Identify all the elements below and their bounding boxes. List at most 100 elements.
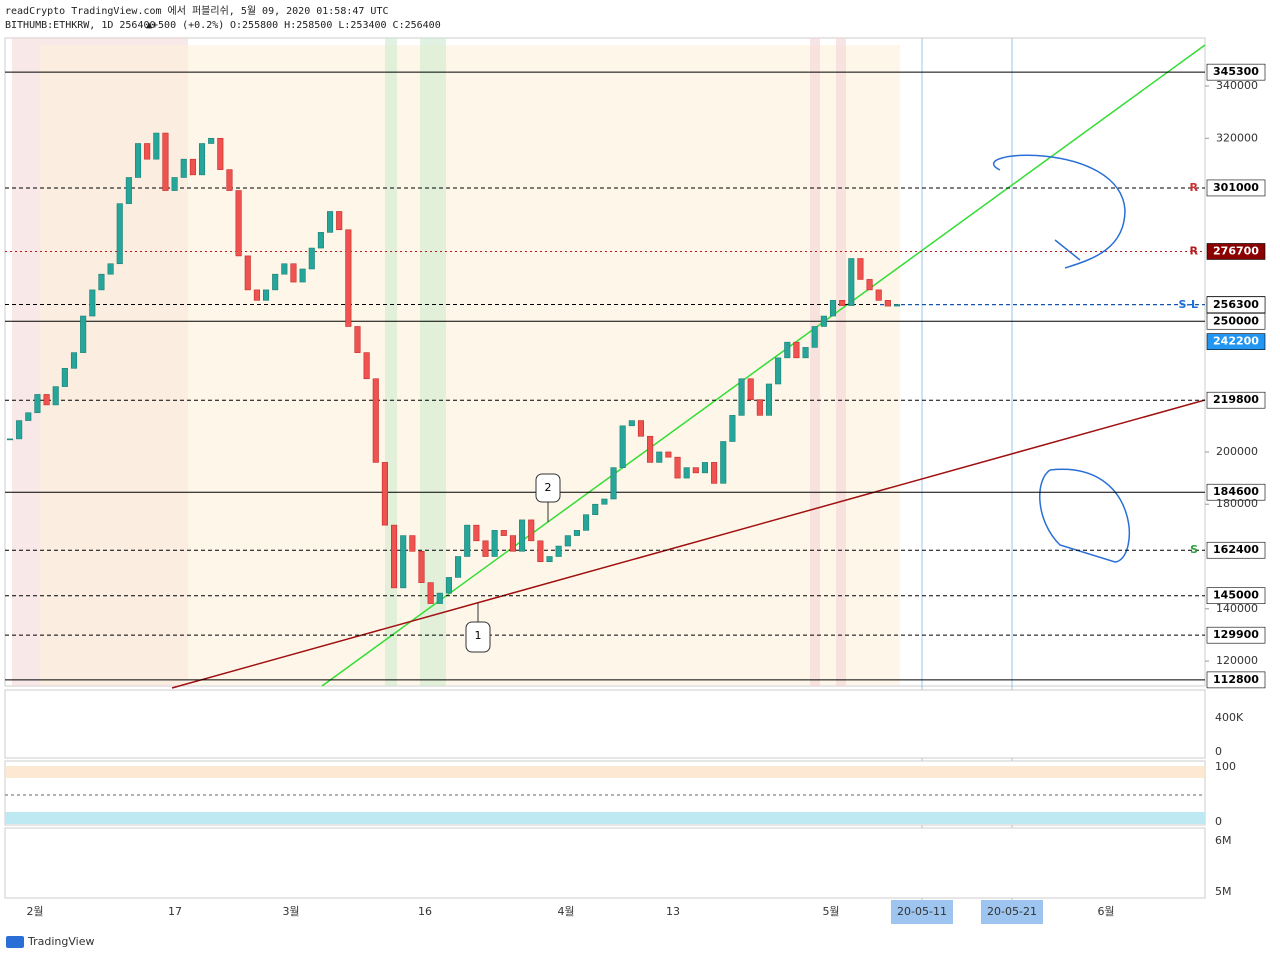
candle <box>418 550 425 583</box>
axis-label: 100 <box>1215 760 1236 773</box>
candle <box>473 524 480 542</box>
trend-line <box>321 44 1206 687</box>
candle <box>80 315 87 353</box>
candle <box>272 273 279 291</box>
candle <box>153 132 160 160</box>
candle <box>144 143 151 160</box>
candle <box>500 530 507 536</box>
price-badge-label: 256300 <box>1213 298 1259 311</box>
price-badge-label: 250000 <box>1213 314 1259 327</box>
candle <box>573 530 580 536</box>
candle <box>281 263 288 275</box>
candle <box>226 169 233 191</box>
candle <box>519 519 526 552</box>
price-badge <box>1206 541 1266 559</box>
candle <box>857 258 864 280</box>
candle <box>253 289 260 301</box>
candle <box>354 326 361 353</box>
candle <box>235 190 242 257</box>
candle <box>601 498 608 505</box>
candle <box>683 467 690 479</box>
price-badge <box>1206 483 1266 501</box>
candle <box>637 420 645 437</box>
candle <box>134 143 142 178</box>
candle <box>43 394 50 406</box>
candle <box>89 289 96 317</box>
candle <box>875 289 882 301</box>
candle <box>793 341 800 359</box>
candle <box>198 143 206 176</box>
candle <box>391 524 398 589</box>
candle <box>839 300 846 306</box>
candle <box>217 137 224 170</box>
candle <box>445 577 452 594</box>
price-badge-label: 162400 <box>1213 543 1259 556</box>
candle <box>427 582 434 604</box>
candle <box>491 530 498 557</box>
candle <box>592 503 599 515</box>
candle <box>509 535 516 552</box>
candle <box>656 451 663 463</box>
candle <box>802 347 809 359</box>
candle <box>345 229 352 327</box>
trend-line <box>171 399 1206 689</box>
candle <box>811 326 818 348</box>
candle <box>125 177 132 204</box>
price-badge <box>1206 312 1266 330</box>
price-badge <box>1206 63 1266 81</box>
ohlc: O:255800 H:258500 L:253400 C:256400 <box>230 20 441 31</box>
candle <box>701 462 709 474</box>
x-tick-label: 6월 <box>1097 905 1114 918</box>
stoch-pane: 100 0 <box>4 760 1236 828</box>
y-tick-label: 200000 <box>1216 445 1258 458</box>
candle <box>711 462 718 484</box>
candle <box>738 378 745 416</box>
level-tag: R <box>1190 244 1199 257</box>
symbol: BITHUMB:ETHKRW, 1D 256400 <box>5 20 156 31</box>
candle <box>455 556 462 578</box>
candle <box>619 425 626 468</box>
callout: 2 <box>535 473 561 522</box>
candle <box>784 341 791 359</box>
candle <box>829 300 837 317</box>
candle <box>336 211 343 231</box>
date-badge <box>891 900 953 924</box>
y-tick-label: 320000 <box>1216 131 1258 144</box>
candle <box>189 158 196 176</box>
y-tick-label: 340000 <box>1216 79 1258 92</box>
x-tick-label: 13 <box>666 905 680 918</box>
candle <box>564 535 571 547</box>
candle <box>820 315 827 327</box>
candle <box>884 300 891 307</box>
x-tick-label: 20-05-21 <box>987 905 1037 918</box>
x-tick-label: 17 <box>168 905 182 918</box>
price-badge-label: 219800 <box>1213 393 1259 406</box>
x-tick-label: 2월 <box>26 905 43 918</box>
y-tick-label: 120000 <box>1216 654 1258 667</box>
candle <box>244 255 251 291</box>
price-badge <box>1206 587 1266 605</box>
candle <box>208 137 215 144</box>
candle <box>720 441 727 484</box>
candle <box>180 158 187 178</box>
candle <box>409 535 416 552</box>
candle <box>610 467 617 500</box>
x-tick-label: 4월 <box>557 905 574 918</box>
price-badge-label: 145000 <box>1213 589 1259 602</box>
price-badge-label: 276700 <box>1213 244 1259 257</box>
candle <box>171 177 178 191</box>
price-badge <box>1206 243 1266 260</box>
price-badge <box>1206 671 1266 689</box>
candles <box>6 132 901 604</box>
candle <box>6 438 14 441</box>
change: ▲+500 (+0.2%) <box>146 20 224 31</box>
candle <box>116 203 123 265</box>
price-badge-label: 242200 <box>1213 335 1259 348</box>
brand-logo <box>6 936 24 948</box>
price-badge-label: 112800 <box>1213 673 1259 686</box>
candle <box>628 420 635 427</box>
pane-frame <box>4 689 1206 759</box>
band <box>5 812 1205 824</box>
levels: 345300301000R276700R25640022:01:14256300… <box>5 63 1266 689</box>
candle <box>555 545 562 557</box>
